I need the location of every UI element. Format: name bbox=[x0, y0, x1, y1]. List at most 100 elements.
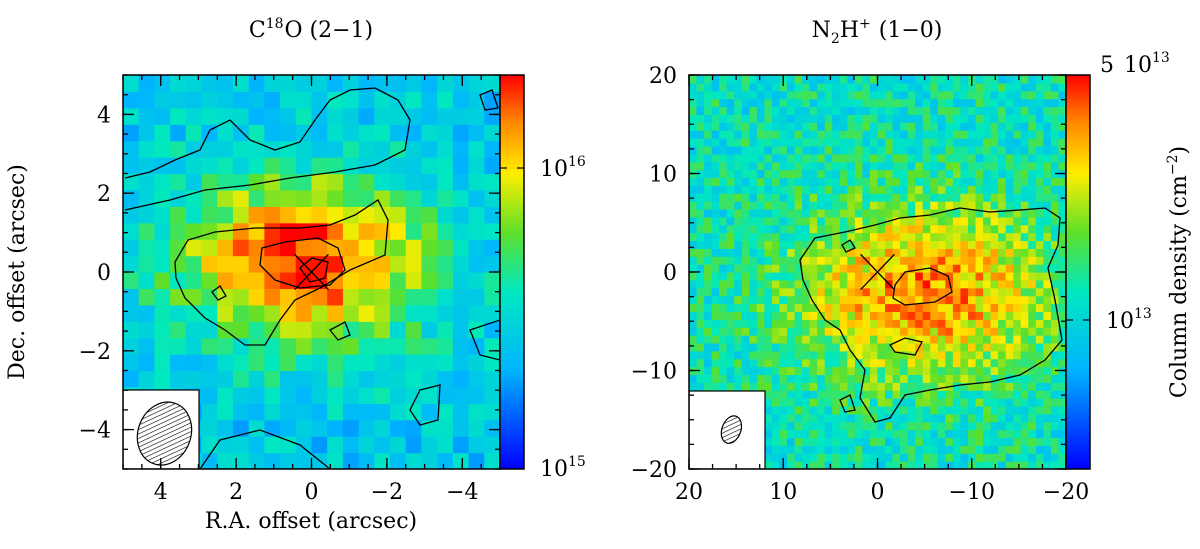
heatmap-cell bbox=[952, 145, 962, 155]
heatmap-cell bbox=[756, 130, 765, 139]
heatmap-cell bbox=[915, 390, 924, 399]
heatmap-cell bbox=[998, 256, 1007, 265]
heatmap-cell bbox=[892, 193, 901, 202]
heatmap-cell bbox=[794, 382, 803, 391]
heatmap-cell bbox=[1020, 287, 1029, 297]
heatmap-cell bbox=[1020, 279, 1029, 289]
heatmap-cell bbox=[869, 161, 879, 171]
heatmap-cell bbox=[756, 185, 765, 194]
heatmap-cell bbox=[937, 138, 946, 147]
heatmap-cell bbox=[405, 354, 423, 372]
heatmap-cell bbox=[696, 145, 705, 155]
heatmap-cell bbox=[892, 216, 901, 226]
heatmap-cell bbox=[264, 288, 281, 306]
heatmap-cell bbox=[998, 130, 1007, 139]
heatmap-cell bbox=[869, 429, 879, 439]
heatmap-cell bbox=[922, 374, 931, 383]
heatmap-cell bbox=[484, 140, 500, 158]
heatmap-cell bbox=[232, 222, 250, 240]
heatmap-cell bbox=[794, 169, 803, 179]
heatmap-cell bbox=[900, 208, 909, 218]
heatmap-cell bbox=[802, 106, 811, 115]
heatmap-cell bbox=[915, 272, 924, 281]
heatmap-cell bbox=[967, 248, 977, 257]
heatmap-cell bbox=[1035, 169, 1044, 179]
heatmap-cell bbox=[885, 405, 894, 415]
heatmap-cell bbox=[892, 185, 901, 194]
heatmap-cell bbox=[764, 138, 773, 147]
heatmap-cell bbox=[990, 335, 999, 344]
heatmap-cell bbox=[877, 82, 886, 92]
heatmap-cell bbox=[390, 452, 407, 469]
heatmap-cell bbox=[421, 91, 438, 109]
heatmap-cell bbox=[358, 140, 375, 158]
heatmap-cell bbox=[869, 319, 879, 328]
heatmap-cell bbox=[937, 177, 946, 186]
heatmap-cell bbox=[885, 185, 894, 194]
heatmap-cell bbox=[771, 366, 781, 376]
heatmap-cell bbox=[756, 98, 765, 108]
heatmap-cell bbox=[817, 382, 826, 391]
heatmap-cell bbox=[952, 224, 962, 234]
heatmap-cell bbox=[983, 138, 992, 147]
heatmap-cell bbox=[756, 122, 765, 131]
heatmap-cell bbox=[734, 82, 743, 92]
heatmap-cell bbox=[1028, 342, 1037, 352]
heatmap-cell bbox=[726, 295, 735, 305]
heatmap-cell bbox=[358, 91, 375, 109]
heatmap-cell bbox=[907, 311, 916, 320]
heatmap-cell bbox=[1013, 335, 1022, 344]
heatmap-cell bbox=[1050, 437, 1060, 446]
heatmap-cell bbox=[975, 461, 984, 469]
heatmap-cell bbox=[734, 272, 743, 281]
heatmap-cell bbox=[990, 453, 999, 462]
heatmap-cell bbox=[794, 437, 803, 446]
heatmap-cell bbox=[1020, 445, 1029, 454]
heatmap-cell bbox=[787, 437, 796, 446]
heatmap-cell bbox=[930, 145, 939, 155]
heatmap-cell bbox=[960, 295, 969, 305]
heatmap-cell bbox=[960, 122, 969, 131]
heatmap-cell bbox=[1020, 405, 1029, 415]
heatmap-cell bbox=[185, 75, 203, 93]
heatmap-cell bbox=[787, 240, 796, 249]
heatmap-cell bbox=[952, 350, 962, 360]
heatmap-cell bbox=[839, 248, 848, 257]
heatmap-cell bbox=[1035, 216, 1044, 226]
heatmap-cell bbox=[711, 279, 720, 289]
heatmap-cell bbox=[1028, 114, 1037, 123]
heatmap-cell bbox=[726, 193, 735, 202]
heatmap-cell bbox=[741, 335, 750, 344]
heatmap-cell bbox=[907, 145, 916, 155]
heatmap-cell bbox=[1058, 75, 1066, 84]
heatmap-cell bbox=[892, 398, 901, 407]
heatmap-cell bbox=[824, 75, 833, 84]
heatmap-cell bbox=[1043, 145, 1052, 155]
heatmap-cell bbox=[998, 248, 1007, 257]
heatmap-cell bbox=[452, 75, 470, 93]
heatmap-cell bbox=[930, 311, 939, 320]
heatmap-cell bbox=[711, 216, 720, 226]
heatmap-cell bbox=[854, 342, 864, 352]
heatmap-cell bbox=[756, 279, 765, 289]
heatmap-cell bbox=[154, 91, 171, 109]
heatmap-cell bbox=[802, 177, 811, 186]
heatmap-cell bbox=[817, 335, 826, 344]
heatmap-cell bbox=[915, 224, 924, 234]
heatmap-cell bbox=[915, 374, 924, 383]
heatmap-cell bbox=[892, 287, 901, 297]
heatmap-cell bbox=[1058, 413, 1066, 423]
heatmap-cell bbox=[756, 216, 765, 226]
heatmap-cell bbox=[484, 107, 500, 125]
heatmap-cell bbox=[1005, 256, 1014, 265]
heatmap-cell bbox=[726, 106, 735, 115]
heatmap-cell bbox=[484, 157, 500, 175]
heatmap-cell bbox=[1058, 453, 1066, 462]
heatmap-cell bbox=[1020, 303, 1029, 312]
heatmap-cell bbox=[779, 169, 788, 179]
heatmap-cell bbox=[311, 354, 328, 372]
heatmap-cell bbox=[794, 295, 803, 305]
heatmap-cell bbox=[907, 374, 916, 383]
heatmap-cell bbox=[1058, 382, 1066, 391]
heatmap-cell bbox=[771, 122, 781, 131]
